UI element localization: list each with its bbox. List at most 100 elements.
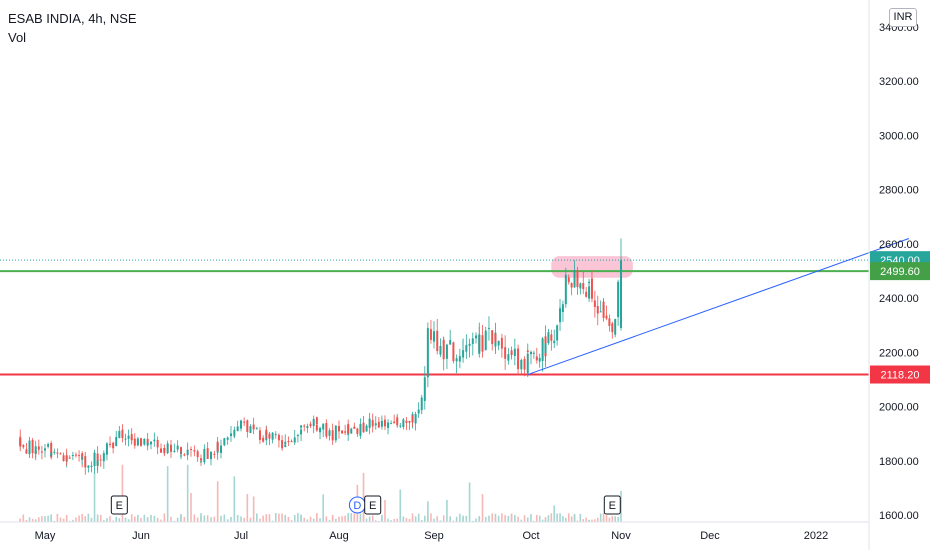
candle-body [599,311,602,313]
volume-bar [365,518,368,522]
candle-body [59,453,62,455]
price-tick-label: 3200.00 [879,76,919,88]
volume-bar [494,516,497,522]
volume-bar [350,513,353,522]
candle-body [230,433,232,437]
candle-body [71,454,74,456]
candle-body [93,452,96,467]
volume-bar [38,517,40,522]
volume-bar [452,520,455,522]
volume-bar [405,518,408,522]
volume-bar [331,514,334,522]
trendline[interactable] [527,237,910,376]
candle-body [602,301,605,318]
candle-body [564,274,567,305]
volume-bar [93,472,96,522]
earnings-marker[interactable] [110,495,128,515]
currency-badge[interactable]: INR [889,8,917,27]
candle-body [90,465,93,467]
candle-body [240,420,242,429]
volume-bar [488,515,490,522]
candle-body [315,424,318,431]
candle-body [325,423,328,437]
volume-bar [520,519,523,522]
candle-body [588,286,591,299]
candle-body [22,445,25,448]
volume-bar [78,515,80,522]
candle-body [262,437,265,442]
volume-bar [611,516,614,522]
candle-body [176,445,179,450]
volume-bar [547,515,550,522]
volume-bar [306,519,309,522]
candle-body [487,327,490,329]
volume-bar [420,519,423,522]
candle-body [226,437,229,440]
volume-bar [472,520,474,522]
candle-body [84,456,87,468]
volume-bar [243,517,245,522]
resistance-price-label: 2499.60 [880,266,920,278]
volume-bar [475,518,477,522]
candle-body [374,423,377,426]
candle-body [544,343,547,354]
volume-bar [203,515,206,522]
volume-bar [455,516,458,522]
volume-bar [112,520,114,522]
volume-bar [550,513,553,522]
candle-body [390,423,393,425]
support-price-label: 2118.20 [881,370,920,382]
volume-bar [408,518,411,522]
volume-bar [399,489,402,522]
volume-bar [579,513,582,522]
price-tick-label: 2200.00 [879,347,919,359]
candle-body [65,455,68,459]
volume-bar [556,513,558,522]
volume-bar [293,515,296,522]
time-tick-label: May [35,530,56,542]
volume-bar [446,499,448,522]
candle-body [402,419,405,428]
candle-body [246,420,249,432]
ascending-trendline[interactable] [527,237,910,376]
volume-bar [50,514,52,522]
resistance-highlight-box [551,256,633,278]
volume-bar [262,515,264,522]
candle-body [573,270,576,273]
volume-bar [170,516,172,522]
volume-bar [81,513,83,522]
volume-bar [484,516,487,522]
volume-bar [156,517,159,522]
candle-body [136,438,139,446]
volume-bar [585,517,587,522]
volume-bar [62,518,65,522]
candle-body [277,434,280,441]
volume-bar [465,515,468,522]
candle-body [585,291,588,297]
candle-body [213,453,216,455]
earnings-marker[interactable] [364,495,382,515]
volume-label[interactable]: Vol [8,30,27,45]
volume-bar [504,515,506,522]
earnings-marker[interactable] [603,495,621,515]
volume-bar [153,515,156,522]
candle-body [471,338,474,344]
volume-bar [591,519,593,522]
candle-body [462,350,465,352]
candle-body [468,343,471,346]
volume-bar [19,518,22,522]
time-axis[interactable]: May Jun Jul Aug Sep Oct Nov Dec 2022 [0,0,870,550]
volume-bar [347,513,349,522]
time-tick-label: Aug [329,530,349,542]
candle-body [341,430,344,434]
symbol-title[interactable]: ESAB INDIA, 4h, NSE [8,11,137,26]
volume-bar [163,513,166,522]
candle-body [293,437,296,443]
candle-body [312,418,315,426]
volume-bar [576,520,579,522]
candle-body [53,451,56,453]
volume-bar [570,516,573,522]
volume-bar [344,515,346,522]
volume-bar [427,501,429,522]
